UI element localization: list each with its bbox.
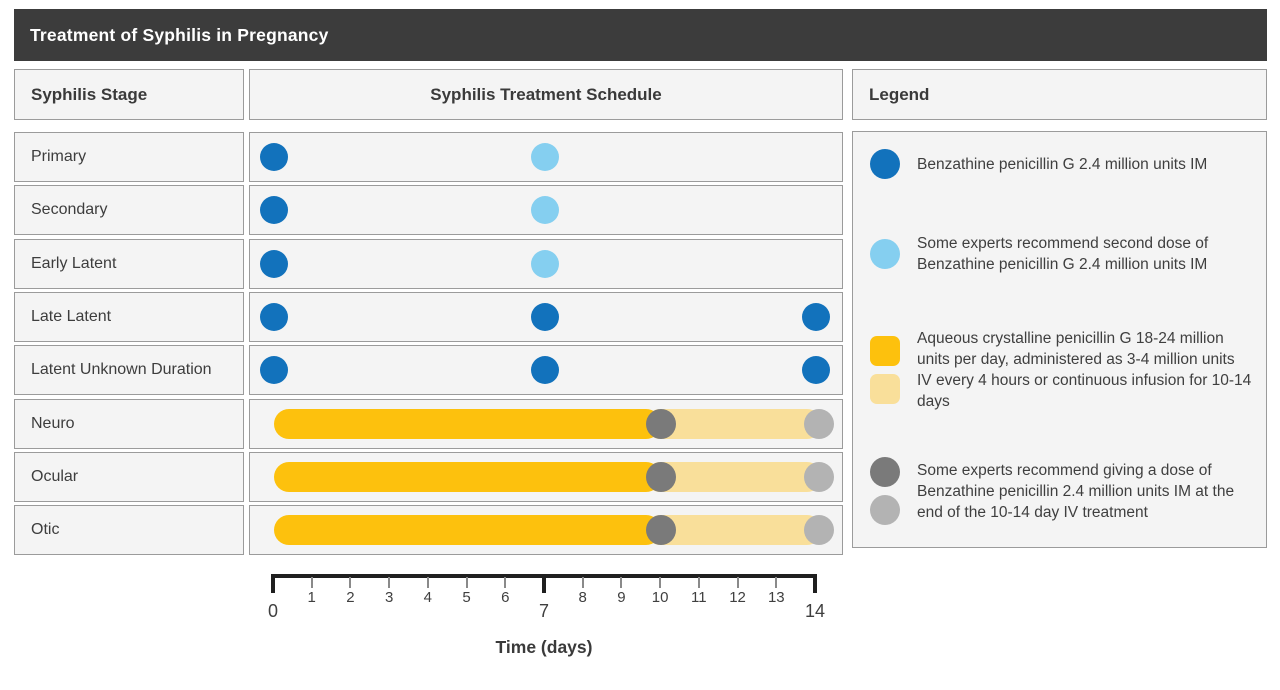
- axis-tick-label: 3: [384, 589, 394, 606]
- axis-minor-tick: [388, 577, 391, 588]
- axis-tick-label: 6: [501, 589, 510, 606]
- column-header-syphilis-stage: Syphilis Stage: [14, 69, 244, 120]
- axis-tick-label: 11: [691, 589, 707, 606]
- legend-swatch-circle: [870, 457, 900, 487]
- stage-row-schedule: [249, 452, 843, 502]
- stage-row-label: Late Latent: [14, 292, 244, 342]
- stage-row-schedule: [249, 239, 843, 289]
- dose-marker-benzathine-im: [260, 143, 288, 171]
- page-title: Treatment of Syphilis in Pregnancy: [14, 9, 1267, 61]
- axis-minor-tick: [504, 577, 507, 588]
- stage-row-schedule: [249, 505, 843, 555]
- dose-marker-end-iv-dose-early: [646, 515, 677, 545]
- legend-swatch-circle: [870, 149, 900, 179]
- axis-minor-tick: [310, 577, 313, 588]
- axis-minor-tick: [426, 577, 429, 588]
- stage-row-label: Secondary: [14, 185, 244, 235]
- axis-major-tick: [271, 574, 275, 593]
- dose-marker-end-iv-dose-late: [804, 462, 834, 492]
- dose-marker-second-dose-im: [531, 143, 559, 171]
- axis-tick-label: 8: [578, 589, 587, 606]
- iv-treatment-bar: [274, 515, 662, 545]
- legend-item-text: Benzathine penicillin G 2.4 million unit…: [917, 155, 1208, 173]
- axis-minor-tick: [775, 577, 778, 588]
- dose-marker-benzathine-im: [260, 250, 288, 278]
- axis-tick-label: 14: [804, 601, 826, 621]
- axis-major-tick: [813, 574, 817, 593]
- axis-minor-tick: [659, 577, 662, 588]
- legend-swatch-group: [853, 457, 917, 525]
- legend-swatch-group: [853, 149, 917, 179]
- dose-marker-second-dose-im: [531, 250, 559, 278]
- axis-minor-tick: [465, 577, 468, 588]
- dose-marker-benzathine-im: [802, 356, 830, 384]
- stage-row-schedule: [249, 185, 843, 235]
- dose-marker-benzathine-im: [802, 303, 830, 331]
- dose-marker-benzathine-im: [531, 356, 559, 384]
- axis-minor-tick: [736, 577, 739, 588]
- legend-item: Some experts recommend giving a dose of …: [853, 428, 1266, 554]
- axis-minor-tick: [349, 577, 352, 588]
- dose-marker-second-dose-im: [531, 196, 559, 224]
- dose-marker-benzathine-im: [531, 303, 559, 331]
- iv-treatment-bar: [274, 462, 662, 492]
- axis-tick-label: 2: [346, 589, 355, 606]
- axis-tick-label: 4: [423, 589, 433, 606]
- legend-header: Legend: [852, 69, 1267, 120]
- legend-swatch-circle: [870, 495, 900, 525]
- dose-marker-end-iv-dose-late: [804, 409, 834, 439]
- legend-item: Some experts recommend second dose of Be…: [853, 196, 1266, 312]
- axis-major-tick: [542, 574, 546, 593]
- iv-treatment-bar: [274, 409, 662, 439]
- stage-row-label: Early Latent: [14, 239, 244, 289]
- stage-row-label: Primary: [14, 132, 244, 182]
- axis-tick-label: 0: [267, 601, 278, 621]
- stage-row-schedule: [249, 399, 843, 449]
- legend-item-text: Some experts recommend second dose of Be…: [917, 235, 1209, 273]
- legend-swatch-group: [853, 239, 917, 269]
- axis-tick-label: 1: [307, 589, 316, 606]
- legend-item-text: Aqueous crystalline penicillin G 18-24 m…: [917, 330, 1252, 410]
- dose-marker-end-iv-dose-late: [804, 515, 834, 545]
- legend-item: Aqueous crystalline penicillin G 18-24 m…: [853, 312, 1266, 428]
- axis-tick-label: 12: [729, 589, 746, 606]
- stage-row-label: Otic: [14, 505, 244, 555]
- stage-row-schedule: [249, 132, 843, 182]
- axis-minor-tick: [697, 577, 700, 588]
- dose-marker-benzathine-im: [260, 303, 288, 331]
- axis-title: Time (days): [495, 637, 593, 657]
- axis-tick-label: 9: [617, 589, 626, 606]
- legend-swatch-square: [870, 336, 900, 366]
- dose-marker-benzathine-im: [260, 356, 288, 384]
- legend-swatch-circle: [870, 239, 900, 269]
- legend-swatch-square: [870, 374, 900, 404]
- axis-minor-tick: [620, 577, 623, 588]
- axis-tick-label: 5: [462, 589, 471, 606]
- stage-row-schedule: [249, 292, 843, 342]
- legend-item-text: Some experts recommend giving a dose of …: [917, 461, 1235, 521]
- stage-row-label: Latent Unknown Duration: [14, 345, 244, 395]
- legend-item: Benzathine penicillin G 2.4 million unit…: [853, 132, 1266, 196]
- legend-panel: Benzathine penicillin G 2.4 million unit…: [852, 131, 1267, 548]
- column-header-treatment-schedule: Syphilis Treatment Schedule: [249, 69, 843, 120]
- axis-tick-label: 10: [651, 589, 669, 606]
- dose-marker-end-iv-dose-early: [646, 409, 677, 439]
- stage-row-schedule: [249, 345, 843, 395]
- stage-row-label: Neuro: [14, 399, 244, 449]
- legend-swatch-group: [853, 336, 917, 404]
- stage-row-label: Ocular: [14, 452, 244, 502]
- axis-tick-label: 13: [767, 589, 785, 606]
- dose-marker-end-iv-dose-early: [646, 462, 677, 492]
- dose-marker-benzathine-im: [260, 196, 288, 224]
- axis-tick-label: 7: [538, 601, 549, 621]
- axis-minor-tick: [581, 577, 584, 588]
